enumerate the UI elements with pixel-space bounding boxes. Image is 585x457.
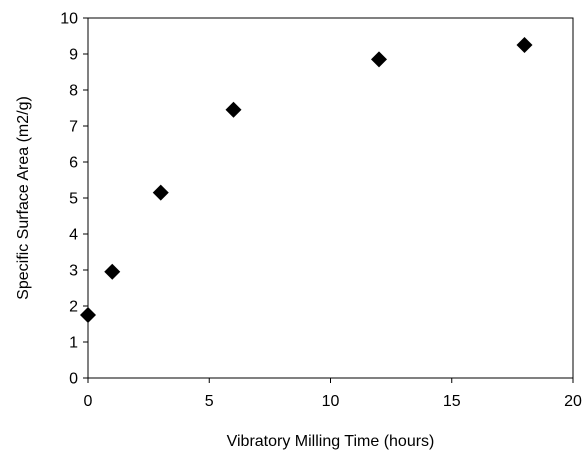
x-axis: 0 5 10 15 20 bbox=[84, 378, 582, 410]
x-tick-label: 15 bbox=[443, 393, 461, 410]
y-axis-title: Specific Surface Area (m2/g) bbox=[15, 96, 32, 300]
y-tick-label: 6 bbox=[69, 155, 78, 172]
data-point bbox=[516, 37, 533, 53]
x-axis-title: Vibratory Milling Time (hours) bbox=[227, 433, 435, 450]
y-tick-label: 0 bbox=[69, 371, 78, 388]
y-tick-label: 1 bbox=[69, 335, 78, 352]
data-points bbox=[80, 37, 533, 323]
x-tick-label: 0 bbox=[84, 393, 93, 410]
x-tick-label: 5 bbox=[205, 393, 214, 410]
y-tick-label: 10 bbox=[60, 11, 78, 28]
y-axis: 0 1 2 3 4 5 6 7 8 9 10 bbox=[60, 11, 88, 388]
y-tick-label: 7 bbox=[69, 119, 78, 136]
data-point bbox=[371, 51, 387, 68]
x-tick-label: 10 bbox=[322, 393, 340, 410]
data-point bbox=[152, 184, 169, 201]
y-tick-label: 2 bbox=[69, 299, 78, 316]
y-tick-label: 5 bbox=[69, 191, 78, 208]
data-point bbox=[80, 307, 96, 323]
y-tick-label: 4 bbox=[69, 227, 78, 244]
data-point bbox=[104, 263, 121, 280]
x-tick-label: 20 bbox=[564, 393, 582, 410]
data-point bbox=[225, 101, 242, 118]
y-tick-label: 3 bbox=[69, 263, 78, 280]
y-tick-label: 8 bbox=[69, 83, 78, 100]
y-tick-label: 9 bbox=[69, 47, 78, 64]
